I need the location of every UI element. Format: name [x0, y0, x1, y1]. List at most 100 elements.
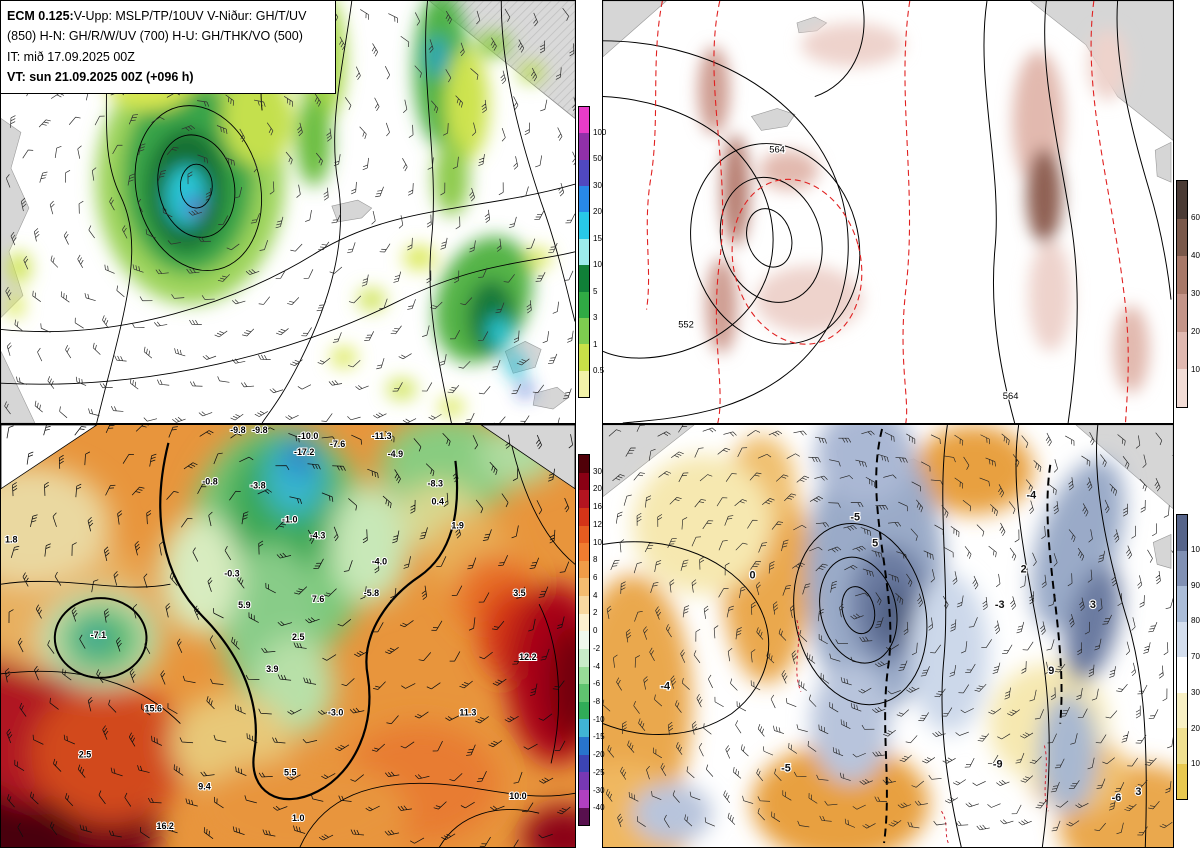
colorbar-tick: 0.5	[593, 366, 605, 376]
colorbar-segment	[1177, 550, 1187, 586]
vorticity-colorbar-bar	[1176, 180, 1188, 408]
colorbar-tick: 4	[593, 590, 598, 600]
colorbar-tick: 6	[593, 573, 598, 582]
colorbar-tick: 90	[1191, 580, 1200, 590]
colorbar-tick: 40	[1191, 250, 1200, 260]
panel-rh700: -4 -5 5 2 0 3 -3 -4 9 -5 -9 -6 3	[602, 424, 1174, 848]
colorbar-tick: 2	[593, 608, 598, 618]
map-value-label: 1.0	[292, 813, 304, 823]
colorbar-tick: 10	[593, 537, 602, 547]
map-value-label: 2	[1021, 563, 1027, 575]
map-value-label: 3.5	[513, 588, 525, 598]
colorbar-segment	[579, 370, 589, 397]
colorbar-segment	[579, 455, 589, 473]
map-value-label: -5	[850, 512, 860, 524]
vorticity-field	[698, 22, 1150, 394]
map-gh500: 564 564 552	[602, 0, 1174, 424]
colorbar-segment	[579, 525, 589, 544]
colorbar-segment	[1177, 763, 1187, 799]
colorbar-tick: 60	[1191, 212, 1200, 222]
panel-gh500: 564 564 552	[602, 0, 1174, 424]
colorbar-segment	[579, 631, 589, 649]
colorbar-segment	[579, 212, 589, 239]
map-value-label: 1.8	[5, 534, 17, 544]
map-value-label: -4	[660, 681, 670, 693]
map-value-label: 3	[1135, 786, 1141, 798]
colorbar-segment	[1177, 331, 1187, 370]
colorbar-segment	[579, 666, 589, 685]
map-value-label: 0	[749, 569, 755, 581]
colorbar-segment	[579, 472, 589, 491]
map-value-label: 11.3	[459, 708, 476, 718]
wind-barbs	[4, 425, 573, 847]
gh700-contours	[603, 425, 1147, 847]
map-value-label: -0.3	[224, 568, 239, 578]
map-value-label: 7.6	[312, 594, 324, 604]
map-value-label: -3.0	[328, 708, 343, 718]
colorbar-segment	[579, 648, 589, 667]
temperature-colorbar-ticks: 30 20 16 12 10 8 6 4 2 0 -2 -4 -6 -8 -10 -15 -20 -25 -30 -4…	[593, 454, 613, 826]
model-name: ECM 0.125:	[7, 9, 74, 23]
colorbar-segment	[1177, 294, 1187, 332]
colorbar-segment	[1177, 692, 1187, 728]
colorbar-segment	[1177, 369, 1187, 408]
colorbar-tick: 12	[593, 519, 602, 529]
gutter-temperature-scale: 30 20 16 12 10 8 6 4 2 0 -2 -4 -6 -8 -10 -15 -20 -25 -30 -4…	[576, 424, 605, 848]
colorbar-segment	[579, 789, 589, 808]
colorbar-segment	[579, 613, 589, 632]
map-value-label: 0.4	[432, 497, 444, 507]
temperature-field	[1, 425, 575, 847]
colorbar-segment	[579, 107, 589, 134]
colorbar-tick: 10	[1191, 365, 1200, 374]
map-value-label: -10.0	[298, 431, 318, 441]
map-value-label: -7.1	[91, 630, 106, 640]
map-value-label: -9.8	[252, 425, 267, 435]
map-value-label: -4	[1027, 490, 1037, 502]
wind-barbs	[603, 425, 1173, 836]
colorbar-tick: -4	[593, 661, 601, 671]
colorbar-tick: 70	[1191, 652, 1200, 661]
colorbar-segment	[1177, 218, 1187, 257]
colorbar-tick: 80	[1191, 616, 1200, 626]
colorbar-tick: 10	[593, 260, 602, 270]
map-value-label: 3	[1090, 599, 1096, 611]
colorbar-tick: -2	[593, 643, 601, 653]
colorbar-tick: 3	[593, 313, 598, 323]
colorbar-tick: 5	[593, 286, 598, 296]
map-value-label: -5.8	[364, 588, 379, 598]
colorbar-segment	[579, 578, 589, 596]
colorbar-tick: -8	[593, 697, 601, 706]
map-value-label: -8.3	[428, 479, 443, 489]
colorbar-tick: -25	[593, 767, 605, 777]
panel-t850: -9.8 -9.8 -10.0 -17.2 -7.6 -11.3 -4.9 -8.3 -0.8 -…	[0, 424, 576, 848]
colorbar-segment	[579, 265, 589, 292]
colorbar-tick: -10	[593, 714, 605, 724]
map-value-label: 10.0	[509, 791, 526, 801]
colorbar-segment	[579, 719, 589, 737]
colorbar-tick: 30	[593, 180, 602, 190]
colorbar-segment	[579, 159, 589, 187]
colorbar-segment	[579, 186, 589, 213]
map-value-label: -1.0	[282, 515, 297, 525]
colorbar-tick: 10	[1191, 759, 1200, 769]
colorbar-tick: 100	[593, 127, 607, 137]
colorbar-tick: 20	[1191, 723, 1200, 733]
colorbar-tick: -30	[593, 785, 605, 795]
map-value-label: -3	[995, 599, 1005, 611]
header-line1: ECM 0.125:V-Upp: MSLP/TP/10UV V-Niður: G…	[7, 9, 307, 23]
map-value-label: -9.8	[230, 425, 245, 435]
gutter-precip-scale: 100 50 30 20 15 10 5 3 1 0.5	[576, 0, 606, 424]
colorbar-segment	[579, 543, 589, 561]
map-value-label: -3.8	[250, 481, 265, 491]
map-value-label: -17.2	[294, 447, 314, 457]
colorbar-tick: 30	[593, 466, 602, 476]
map-value-label: 564	[769, 143, 785, 154]
map-value-label: 3.9	[266, 664, 278, 674]
map-value-label: -7.6	[330, 439, 345, 449]
map-rh700: -4 -5 5 2 0 3 -3 -4 9 -5 -9 -6 3	[602, 424, 1174, 848]
humidity-colorbar: 100 90 80 70 30 20 10	[1176, 514, 1200, 800]
colorbar-tick: -20	[593, 750, 605, 760]
colorbar-segment	[579, 507, 589, 526]
colorbar-segment	[1177, 181, 1187, 219]
map-value-label: -5	[781, 762, 791, 774]
